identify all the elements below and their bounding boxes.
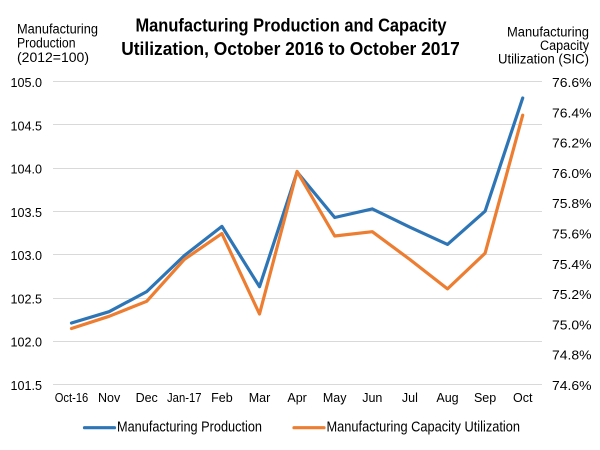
svg-text:75.2%: 75.2% [552, 288, 592, 302]
svg-text:Utilization, October 2016 to O: Utilization, October 2016 to October 201… [121, 38, 460, 59]
svg-text:74.8%: 74.8% [552, 349, 592, 363]
svg-text:Dec: Dec [136, 391, 158, 405]
svg-text:75.4%: 75.4% [552, 258, 592, 272]
svg-text:Manufacturing: Manufacturing [17, 21, 98, 36]
svg-text:102.5: 102.5 [11, 292, 43, 306]
svg-text:104.0: 104.0 [11, 163, 43, 177]
svg-text:Mar: Mar [249, 391, 271, 405]
svg-text:Aug: Aug [436, 391, 458, 405]
svg-text:76.2%: 76.2% [552, 137, 592, 151]
svg-text:Oct: Oct [513, 391, 533, 405]
svg-text:103.5: 103.5 [11, 206, 43, 220]
svg-text:74.6%: 74.6% [552, 379, 592, 393]
svg-text:75.0%: 75.0% [552, 318, 592, 332]
svg-text:75.6%: 75.6% [552, 228, 592, 242]
svg-text:Jul: Jul [402, 391, 418, 405]
svg-text:76.4%: 76.4% [552, 106, 592, 120]
svg-text:Jan-17: Jan-17 [167, 391, 202, 405]
svg-text:Utilization (SIC): Utilization (SIC) [498, 52, 589, 67]
svg-text:Jun: Jun [362, 391, 382, 405]
svg-text:Capacity: Capacity [540, 38, 589, 53]
svg-text:103.0: 103.0 [11, 249, 43, 263]
svg-text:101.5: 101.5 [11, 379, 43, 393]
svg-text:76.6%: 76.6% [552, 76, 592, 90]
svg-text:Manufacturing Production: Manufacturing Production [117, 420, 262, 436]
svg-text:Feb: Feb [211, 391, 233, 405]
svg-text:Manufacturing Capacity Utiliza: Manufacturing Capacity Utilization [327, 420, 521, 436]
svg-text:Manufacturing Production and C: Manufacturing Production and Capacity [136, 15, 448, 36]
svg-text:Production: Production [17, 36, 76, 51]
svg-text:Manufacturing: Manufacturing [507, 25, 589, 40]
svg-text:Sep: Sep [474, 391, 496, 405]
svg-text:May: May [323, 391, 347, 405]
svg-text:105.0: 105.0 [11, 76, 43, 90]
svg-text:75.8%: 75.8% [552, 197, 592, 211]
svg-text:Apr: Apr [287, 391, 306, 405]
svg-text:104.5: 104.5 [11, 119, 43, 133]
svg-text:Oct-16: Oct-16 [55, 391, 89, 405]
svg-text:102.0: 102.0 [11, 336, 43, 350]
svg-text:76.0%: 76.0% [552, 167, 592, 181]
svg-text:(2012=100): (2012=100) [17, 50, 89, 65]
svg-text:Nov: Nov [98, 391, 121, 405]
